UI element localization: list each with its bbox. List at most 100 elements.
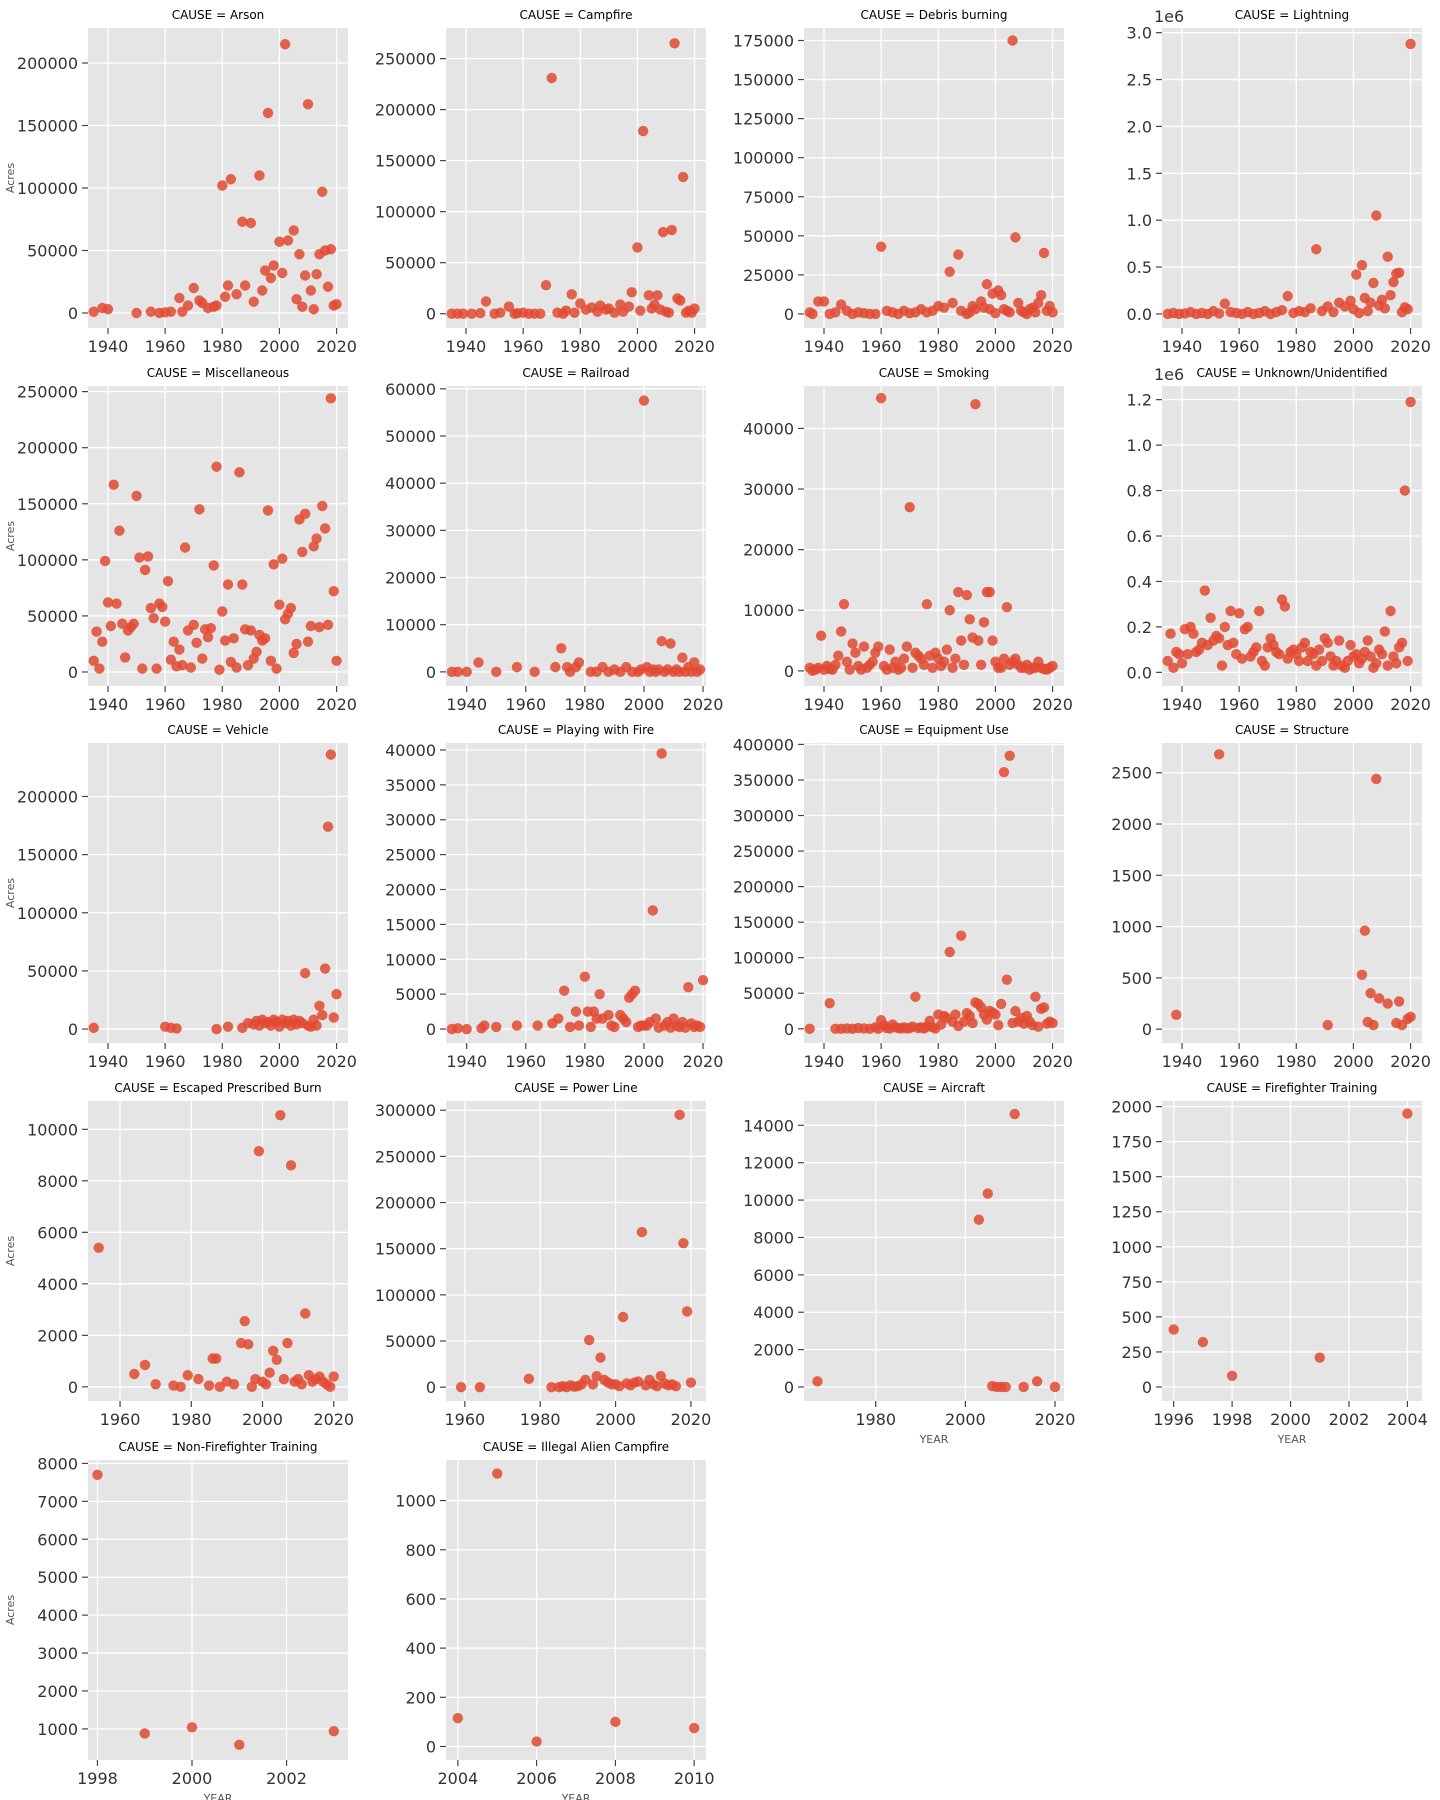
x-tick-label: 2000 <box>595 1410 636 1429</box>
x-tick-label: 1960 <box>1219 695 1260 714</box>
data-point <box>950 1009 961 1020</box>
y-tick-label: 14000 <box>743 1116 794 1135</box>
y-tick-label: 10000 <box>385 616 436 635</box>
data-point <box>1004 750 1015 761</box>
data-point <box>984 586 995 598</box>
data-point <box>1047 1017 1058 1029</box>
x-tick-label: 2020 <box>316 695 357 714</box>
data-point <box>159 616 171 627</box>
data-point <box>964 614 975 625</box>
y-tick-label: 30000 <box>385 811 436 830</box>
data-point <box>1038 1002 1050 1013</box>
data-point <box>1345 639 1356 651</box>
data-point <box>694 664 706 675</box>
y-tick-label: 150000 <box>17 846 78 865</box>
data-point <box>656 635 667 647</box>
x-tick-label: 1940 <box>1162 1052 1203 1071</box>
data-point <box>182 300 194 311</box>
y-tick-label: 60000 <box>385 380 436 399</box>
data-point <box>291 294 302 305</box>
data-point <box>579 971 591 982</box>
data-point <box>944 605 955 616</box>
facet-panel: 1960 1980 2000 2020 0 2000 4000 6000 8000 10000 CA… <box>4 1081 354 1429</box>
x-tick-label: 1940 <box>1162 337 1203 356</box>
y-tick-label: 25000 <box>743 266 794 285</box>
data-point <box>815 630 827 641</box>
y-tick-label: 150000 <box>375 1240 436 1259</box>
data-point <box>311 1020 322 1031</box>
y-tick-label: 20000 <box>385 569 436 588</box>
panel-background <box>804 743 1064 1043</box>
y-tick-label: 20000 <box>743 541 794 560</box>
x-tick-label: 1940 <box>804 1052 845 1071</box>
data-point <box>1299 637 1311 649</box>
facet-title: CAUSE = Playing with Fire <box>498 723 654 737</box>
data-point <box>248 296 259 307</box>
data-point <box>540 279 552 291</box>
data-point <box>322 281 334 292</box>
y-tick-label: 8000 <box>37 1172 78 1191</box>
data-point <box>1000 1381 1011 1393</box>
y-tick-label: 25000 <box>385 846 436 865</box>
x-tick-label: 1960 <box>505 695 546 714</box>
y-tick-label: 300000 <box>375 1101 436 1120</box>
y-tick-label: 40000 <box>743 419 794 438</box>
data-point <box>285 1160 297 1171</box>
data-point <box>208 560 219 571</box>
y-tick-label: 200000 <box>17 439 78 458</box>
data-point <box>995 289 1007 301</box>
x-tick-label: 2000 <box>617 337 658 356</box>
data-point <box>1236 653 1248 664</box>
data-point <box>1176 658 1188 669</box>
data-point <box>317 1009 328 1021</box>
y-tick-label: 175000 <box>733 32 794 51</box>
data-point <box>635 305 646 316</box>
data-point <box>262 505 274 516</box>
x-tick-label: 2000 <box>1333 1052 1374 1071</box>
data-point <box>1393 996 1405 1007</box>
data-point <box>1013 297 1024 309</box>
data-point <box>647 905 659 916</box>
y-tick-label: 6000 <box>37 1530 78 1549</box>
data-point <box>314 1000 325 1011</box>
y-tick-label: 10000 <box>385 950 436 969</box>
data-point <box>139 1359 151 1371</box>
data-point <box>694 1021 706 1033</box>
y-tick-label: 100000 <box>17 551 78 570</box>
data-point <box>677 171 689 183</box>
y-tick-label: 35000 <box>385 776 436 795</box>
data-point <box>452 1712 464 1724</box>
data-point <box>638 395 650 406</box>
data-point <box>1018 1381 1029 1393</box>
data-point <box>139 564 151 576</box>
data-point <box>243 1339 254 1350</box>
y-tick-label: 0 <box>784 305 794 324</box>
panel-background <box>88 386 348 686</box>
data-point <box>1402 1108 1413 1119</box>
y-tick-label: 200 <box>405 1688 436 1707</box>
data-point <box>835 626 847 637</box>
data-point <box>129 1368 140 1380</box>
data-point <box>652 290 663 301</box>
data-point <box>165 306 177 317</box>
data-point <box>1197 1336 1209 1348</box>
x-tick-label: 2000 <box>1333 337 1374 356</box>
data-point <box>259 633 271 644</box>
data-point <box>961 589 973 601</box>
data-point <box>904 502 915 513</box>
data-point <box>1010 1005 1021 1017</box>
data-point <box>1382 998 1393 1009</box>
data-point <box>97 636 108 647</box>
y-tick-label: 150000 <box>733 913 794 932</box>
data-point <box>556 643 567 654</box>
data-point <box>665 638 676 649</box>
data-point <box>1376 294 1388 306</box>
y-tick-label: 100000 <box>17 904 78 923</box>
data-point <box>1365 297 1376 308</box>
data-point <box>137 663 148 674</box>
facet-title: CAUSE = Vehicle <box>167 723 268 737</box>
data-point <box>1228 637 1239 649</box>
x-tick-label: 2000 <box>259 695 300 714</box>
x-tick-label: 1980 <box>202 1052 243 1071</box>
